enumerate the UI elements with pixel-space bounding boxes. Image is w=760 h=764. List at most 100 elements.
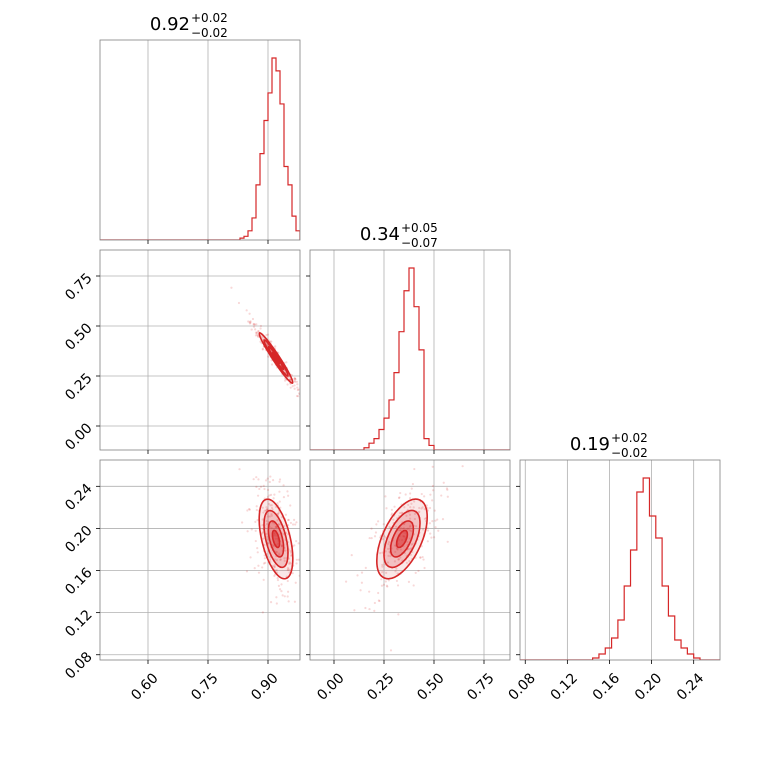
p21-sample-point	[407, 527, 410, 530]
p21-sample-point	[446, 488, 449, 491]
p10-sample-point	[293, 379, 296, 382]
p21-sample-point	[382, 523, 385, 526]
p10-sample-point	[289, 386, 292, 389]
p20-contour-2	[267, 520, 285, 558]
p21-sample-point	[344, 580, 348, 583]
p10-sample-point	[296, 383, 299, 386]
p20-sample-point	[287, 518, 290, 521]
p10-sample-point	[249, 320, 252, 323]
p10-sample-point	[248, 321, 251, 324]
p20-contour-3	[271, 529, 281, 549]
p20-sample-point	[286, 595, 289, 598]
p20-sample-point	[286, 568, 289, 572]
p21-sample-point	[426, 540, 429, 543]
p20-sample-point	[279, 558, 282, 561]
p20-sample-point	[273, 493, 276, 496]
p21-sample-point	[399, 529, 402, 532]
p10-sample-point	[304, 401, 306, 403]
frames-layer	[96, 39, 721, 664]
p20-sample-point	[275, 550, 278, 554]
p20-sample-point	[249, 556, 252, 559]
p20-sample-point	[256, 547, 259, 550]
p21-sample-point	[446, 540, 449, 543]
p10-sample-point	[297, 395, 300, 398]
p21-xtick-label-0: 0.00	[314, 670, 347, 703]
p20-sample-point	[289, 521, 293, 525]
p20-sample-point	[273, 565, 277, 568]
p20-sample-point	[277, 584, 280, 587]
p10-sample-point	[253, 323, 256, 326]
p21-sample-point	[373, 609, 376, 613]
p20-sample-point	[245, 570, 249, 573]
p20-sample-point	[280, 545, 284, 548]
p21-sample-point	[434, 526, 437, 529]
p20-sample-point	[276, 512, 279, 515]
p20-sample-point	[272, 565, 276, 568]
p20-sample-point	[268, 494, 271, 497]
p21-sample-point	[432, 489, 435, 492]
p21-sample-point	[385, 571, 388, 574]
p10-sample-point	[274, 345, 277, 348]
p20-sample-point	[276, 576, 279, 580]
p21-sample-point	[415, 525, 418, 528]
grid-layer	[100, 40, 695, 660]
p20-sample-point	[263, 509, 266, 512]
p22-xtick-label-4: 0.24	[674, 670, 707, 703]
p21-sample-point	[381, 571, 384, 574]
p10-sample-point	[295, 380, 299, 383]
p21-sample-point	[442, 481, 445, 484]
p00-title-lower: −0.02	[191, 26, 228, 40]
p20-sample-point	[286, 590, 290, 593]
p20-sample-point	[304, 639, 306, 641]
p20-sample-point	[279, 558, 282, 561]
p22-xtick-label-0: 0.08	[506, 670, 539, 703]
p20-sample-point	[288, 562, 291, 565]
p20-sample-point	[282, 496, 286, 499]
p20-sample-point	[255, 476, 258, 479]
p21-sample-point	[399, 529, 402, 532]
p20-sample-point	[286, 579, 289, 583]
p20-xtick-label-1: 0.75	[188, 670, 221, 703]
p20-sample-point	[278, 490, 281, 493]
p10-sample-point	[248, 322, 252, 325]
p21-sample-point	[413, 512, 417, 515]
p20-sample-point	[257, 564, 260, 567]
p20-sample-point	[266, 488, 270, 492]
p20-sample-point	[286, 490, 289, 493]
p10-sample-point	[294, 377, 297, 381]
p21-sample-point	[436, 518, 439, 521]
p20-sample-point	[289, 504, 292, 507]
p10-sample-point	[270, 363, 274, 366]
p20-sample-point	[261, 518, 264, 521]
p21-sample-point	[407, 580, 411, 583]
p21-sample-point	[360, 581, 363, 584]
p21-sample-point	[412, 506, 415, 509]
p21-sample-point	[408, 529, 411, 532]
p10-sample-point	[294, 380, 297, 384]
p21-sample-point	[432, 536, 436, 539]
p20-ytick-label-1: 0.12	[62, 607, 95, 640]
p10-ytick-label-0: 0.00	[62, 420, 95, 453]
p21-sample-point	[353, 609, 356, 612]
p20-sample-point	[262, 511, 265, 514]
p21-sample-point	[368, 590, 371, 593]
p20-sample-point	[270, 526, 273, 530]
p21-sample-point	[398, 496, 401, 499]
p21-sample-point	[397, 496, 401, 500]
p11-title-lower: −0.07	[401, 236, 438, 250]
p21-sample-point	[394, 544, 397, 547]
p20-sample-point	[294, 581, 297, 584]
p21-sample-point	[441, 518, 445, 521]
p10-sample-point	[230, 286, 233, 289]
p20-xtick-label-2: 0.90	[248, 670, 281, 703]
p21-sample-point	[393, 560, 397, 563]
p21-sample-point	[408, 497, 412, 500]
p21-sample-point	[408, 513, 412, 516]
p20-sample-point	[297, 542, 300, 545]
p21-sample-point	[413, 467, 416, 471]
p10-sample-point	[295, 394, 299, 398]
p21-sample-point	[370, 537, 373, 540]
p21-sample-point	[411, 482, 415, 486]
p21-sample-point	[399, 491, 402, 495]
